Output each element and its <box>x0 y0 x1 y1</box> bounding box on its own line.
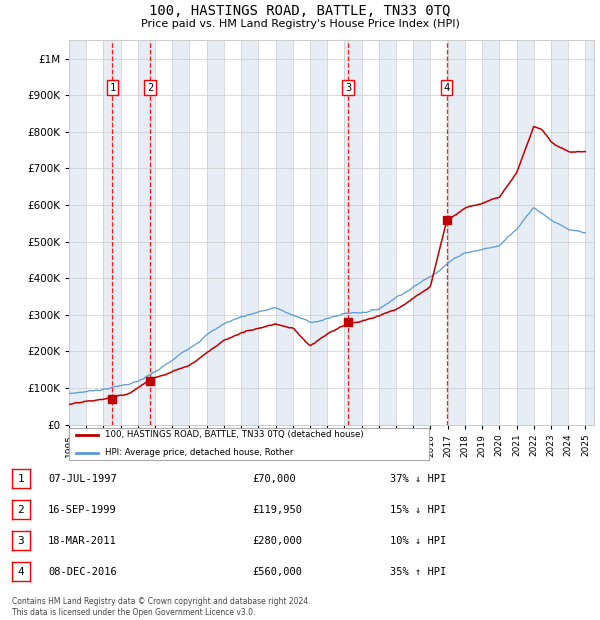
Text: 35% ↑ HPI: 35% ↑ HPI <box>390 567 446 577</box>
Text: HPI: Average price, detached house, Rother: HPI: Average price, detached house, Roth… <box>105 448 293 458</box>
Bar <box>551 40 568 425</box>
Text: 4: 4 <box>17 567 25 577</box>
Bar <box>344 40 362 425</box>
Bar <box>172 40 190 425</box>
Text: 2: 2 <box>147 83 153 93</box>
Bar <box>275 40 293 425</box>
Text: 3: 3 <box>345 83 351 93</box>
Bar <box>517 40 534 425</box>
Bar <box>69 40 86 425</box>
Text: 100, HASTINGS ROAD, BATTLE, TN33 0TQ: 100, HASTINGS ROAD, BATTLE, TN33 0TQ <box>149 4 451 19</box>
Text: £119,950: £119,950 <box>252 505 302 515</box>
Text: 1: 1 <box>109 83 116 93</box>
Text: 10% ↓ HPI: 10% ↓ HPI <box>390 536 446 546</box>
Text: 1: 1 <box>17 474 25 484</box>
Text: 3: 3 <box>17 536 25 546</box>
Text: 16-SEP-1999: 16-SEP-1999 <box>48 505 117 515</box>
Text: £70,000: £70,000 <box>252 474 296 484</box>
Bar <box>241 40 259 425</box>
Bar <box>482 40 499 425</box>
Bar <box>448 40 465 425</box>
Bar <box>138 40 155 425</box>
Bar <box>310 40 327 425</box>
Text: £560,000: £560,000 <box>252 567 302 577</box>
Text: Price paid vs. HM Land Registry's House Price Index (HPI): Price paid vs. HM Land Registry's House … <box>140 19 460 29</box>
Text: 2: 2 <box>17 505 25 515</box>
Text: 18-MAR-2011: 18-MAR-2011 <box>48 536 117 546</box>
Bar <box>379 40 396 425</box>
Text: 4: 4 <box>443 83 450 93</box>
Text: £280,000: £280,000 <box>252 536 302 546</box>
Bar <box>586 40 600 425</box>
Text: Contains HM Land Registry data © Crown copyright and database right 2024.
This d: Contains HM Land Registry data © Crown c… <box>12 598 311 617</box>
Bar <box>207 40 224 425</box>
Bar <box>413 40 430 425</box>
Text: 07-JUL-1997: 07-JUL-1997 <box>48 474 117 484</box>
Text: 08-DEC-2016: 08-DEC-2016 <box>48 567 117 577</box>
Text: 15% ↓ HPI: 15% ↓ HPI <box>390 505 446 515</box>
Text: 37% ↓ HPI: 37% ↓ HPI <box>390 474 446 484</box>
Bar <box>103 40 121 425</box>
Text: 100, HASTINGS ROAD, BATTLE, TN33 0TQ (detached house): 100, HASTINGS ROAD, BATTLE, TN33 0TQ (de… <box>105 430 364 440</box>
